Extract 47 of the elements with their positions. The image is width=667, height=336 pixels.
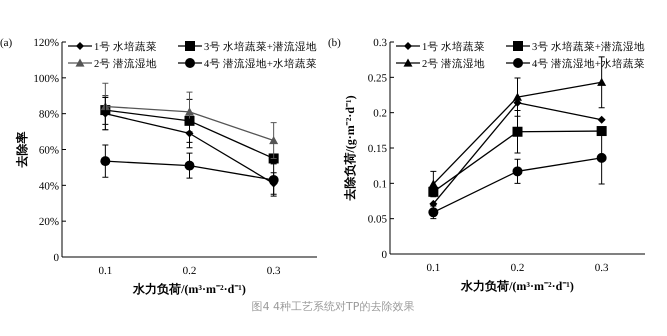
y-tick-label: 0.3 (373, 37, 388, 49)
x-tick-label: 0.2 (510, 262, 524, 274)
legend-label: 3号 水培蔬菜+潜流湿地 (204, 40, 317, 53)
point (512, 126, 522, 137)
legend-label: 3号 水培蔬菜+潜流湿地 (532, 40, 645, 53)
x-tick-label: 0.1 (98, 265, 112, 277)
y-tick-label: 60% (38, 144, 59, 156)
y-tick-label: 20% (38, 216, 59, 228)
x-tick-label: 0.2 (182, 265, 196, 277)
legend-label: 1号 水培蔬菜 (94, 40, 157, 53)
y-tick-label: 0.1 (373, 178, 387, 190)
point (598, 116, 606, 124)
legend-label: 4号 潜流湿地+水培蔬菜 (204, 57, 317, 70)
point (597, 78, 606, 86)
y-tick-label: 40% (38, 180, 59, 192)
point (512, 166, 522, 176)
y-tick-label: 0.2 (373, 108, 387, 120)
y-tick-label: 0.25 (368, 72, 388, 84)
point (185, 107, 194, 116)
legend-label: 2号 潜流湿地 (422, 57, 485, 70)
x-axis-title: 水力负荷/(m³·m⁻²·d⁻¹) (132, 282, 246, 296)
legend-label: 2号 潜流湿地 (94, 57, 157, 70)
point (100, 156, 110, 166)
caption: 图4 4种工艺系统对TP的去除效果 (252, 300, 414, 313)
chart-title: (a) (0, 37, 13, 49)
point (186, 129, 194, 138)
point (429, 200, 438, 208)
y-tick-label: 0 (382, 249, 388, 261)
point (269, 136, 278, 144)
y-tick-label: 80% (38, 108, 59, 121)
y-tick-label: 0.15 (368, 143, 388, 155)
point (184, 160, 194, 171)
x-tick-label: 0.1 (426, 262, 440, 274)
chart-title: (b) (328, 37, 342, 49)
y-tick-label: 0 (54, 252, 60, 264)
x-tick-label: 0.3 (266, 265, 282, 277)
y-axis-title: 去除负荷/(g·m⁻²·d⁻¹) (343, 95, 357, 202)
y-tick-label: 100% (33, 72, 59, 85)
point (596, 152, 607, 163)
x-axis-title: 水力负荷/(m³·m⁻²·d⁻¹) (460, 279, 574, 293)
point (596, 126, 607, 136)
y-tick-label: 120% (33, 37, 59, 49)
legend-label: 1号 水培蔬菜 (422, 40, 485, 53)
y-tick-label: 0.05 (368, 214, 388, 226)
point (428, 180, 438, 188)
x-tick-label: 0.3 (594, 262, 610, 274)
y-axis-title: 去除率 (15, 132, 29, 168)
